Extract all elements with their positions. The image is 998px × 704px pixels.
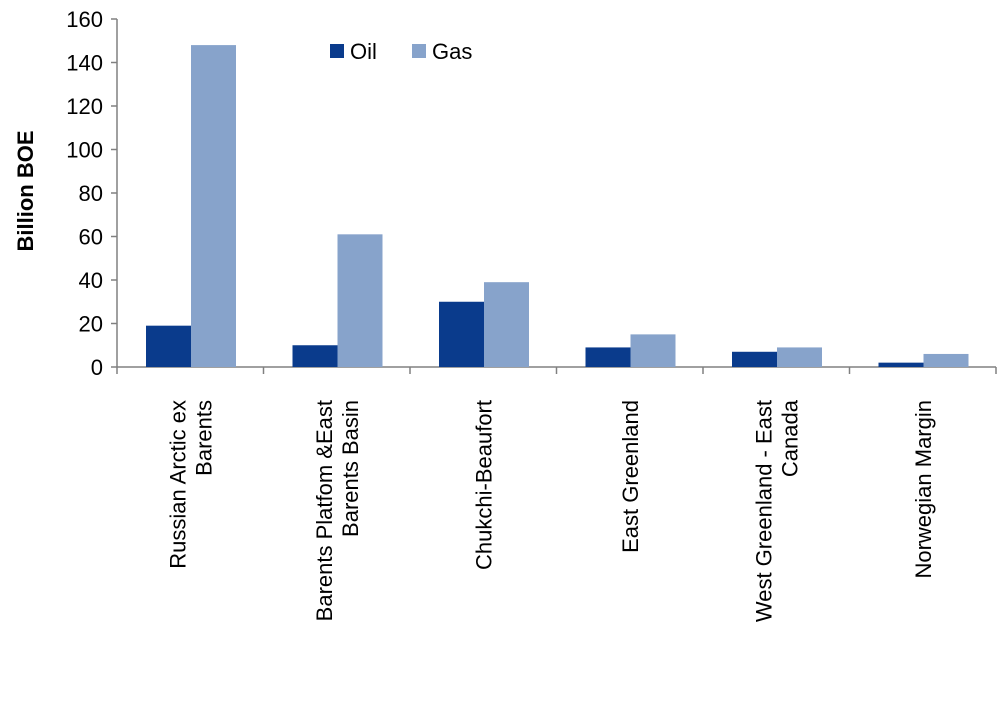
x-category-label-line: Barents Platfom &East <box>312 400 337 621</box>
y-tick-label: 40 <box>79 268 103 293</box>
x-category-label-line: Barents Basin <box>338 400 363 537</box>
bar-gas <box>630 334 676 367</box>
x-category-label-line: Russian Arctic ex <box>165 400 190 569</box>
bar-oil <box>732 351 777 367</box>
legend-swatch-gas <box>412 44 426 58</box>
y-tick-label: 120 <box>66 94 103 119</box>
x-category-label: Chukchi-Beaufort <box>471 400 496 570</box>
x-category-label: Norwegian Margin <box>911 400 936 579</box>
y-axis: 0 20 40 60 80 100 120 140 160 <box>66 7 118 380</box>
x-category-label: Russian Arctic exBarents <box>165 400 216 569</box>
legend-swatch-oil <box>330 44 344 58</box>
bar-oil <box>878 362 924 367</box>
bar-oil <box>585 347 631 367</box>
x-category-label: Barents Platfom &EastBarents Basin <box>312 400 363 621</box>
bars <box>146 45 969 367</box>
y-tick-label: 100 <box>66 138 103 163</box>
bar-oil <box>439 301 484 367</box>
x-category-label: West Greenland - EastCanada <box>751 399 802 622</box>
x-axis <box>116 366 997 374</box>
x-category-label-line: Norwegian Margin <box>911 400 936 579</box>
bar-gas <box>777 347 822 367</box>
x-category-label-line: Canada <box>777 399 802 477</box>
category-labels: Russian Arctic exBarents Barents Platfom … <box>165 399 936 622</box>
y-axis-title: Billion BOE <box>13 131 38 252</box>
x-category-label-line: Barents <box>191 400 216 476</box>
legend-label-oil: Oil <box>350 39 377 64</box>
y-tick-label: 80 <box>79 181 103 206</box>
bar-gas <box>484 282 529 367</box>
y-tick-label: 140 <box>66 51 103 76</box>
legend: Oil Gas <box>330 39 472 64</box>
legend-label-gas: Gas <box>432 39 472 64</box>
y-tick-label: 60 <box>79 225 103 250</box>
y-tick-label: 160 <box>66 7 103 32</box>
bar-oil <box>292 345 338 367</box>
bar-gas <box>337 234 383 367</box>
x-category-label-line: West Greenland - East <box>751 400 776 622</box>
bar-gas <box>191 45 236 367</box>
y-tick-label: 20 <box>79 312 103 337</box>
y-tick-label: 0 <box>91 355 103 380</box>
bar-gas <box>923 353 969 367</box>
bar-oil <box>146 325 191 367</box>
x-category-label-line: Chukchi-Beaufort <box>471 400 496 570</box>
x-category-label-line: East Greenland <box>618 400 643 553</box>
x-category-label: East Greenland <box>618 400 643 553</box>
